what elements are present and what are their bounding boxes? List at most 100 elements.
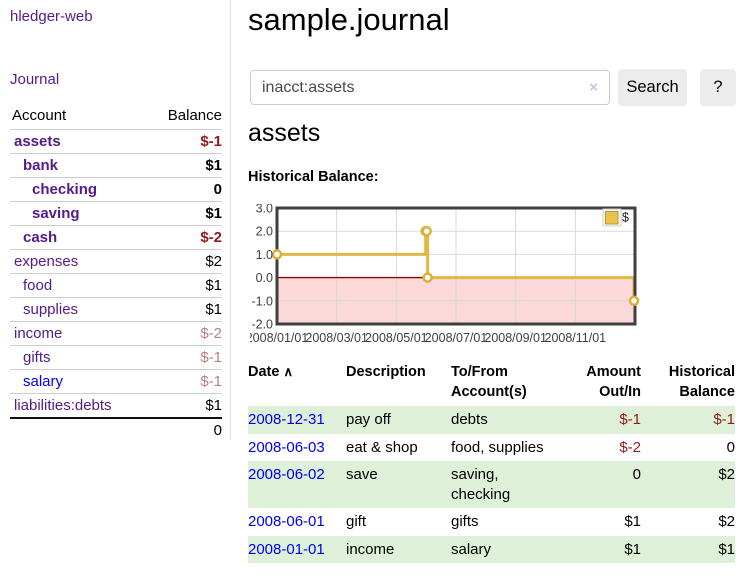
- amount-cell: $1: [624, 513, 641, 531]
- sidebar-header-row: Account Balance: [10, 103, 222, 130]
- account-link[interactable]: checking: [32, 181, 98, 198]
- account-row: bank $1: [10, 153, 222, 178]
- account-heading: assets: [248, 119, 321, 147]
- accounts-cell: saving, checking: [451, 466, 511, 503]
- accounts-cell: debts: [451, 411, 488, 429]
- svg-text:2008/05/01: 2008/05/01: [365, 331, 428, 345]
- column-header: Description: [346, 364, 426, 380]
- svg-text:2008/09/01: 2008/09/01: [484, 331, 547, 345]
- account-balance: $-2: [146, 321, 222, 346]
- date-link[interactable]: 2008-01-01: [248, 540, 325, 558]
- account-row: saving $1: [10, 201, 222, 226]
- account-row: gifts $-1: [10, 345, 222, 370]
- column-header: To/From Account(s): [451, 364, 527, 400]
- account-row: liabilities:debts $1: [10, 393, 222, 418]
- help-button[interactable]: ?: [700, 69, 736, 106]
- description-cell: income: [346, 540, 395, 558]
- balance-cell: $2: [718, 513, 735, 531]
- accounts-cell: salary: [451, 540, 492, 558]
- description-cell: eat & shop: [346, 438, 418, 456]
- sidebar-accounts-table: Account Balance assets $-1 bank $1 checking 0…: [10, 103, 222, 442]
- svg-text:-1.0: -1.0: [251, 294, 273, 308]
- date-link[interactable]: 2008-12-31: [248, 411, 325, 429]
- account-row: checking 0: [10, 177, 222, 202]
- account-link[interactable]: income: [14, 325, 63, 342]
- amount-cell: 0: [632, 466, 641, 484]
- account-link[interactable]: gifts: [23, 349, 51, 366]
- account-balance: $1: [146, 153, 222, 178]
- clear-search-icon[interactable]: ×: [589, 79, 598, 96]
- svg-text:-2.0: -2.0: [251, 318, 273, 332]
- balance-cell: $2: [718, 466, 735, 484]
- amount-cell: $-2: [619, 438, 641, 456]
- accounts-total-row: 0: [10, 417, 222, 442]
- svg-text:$: $: [622, 211, 629, 225]
- date-link[interactable]: 2008-06-03: [248, 438, 325, 456]
- sidebar-header-account: Account: [12, 107, 67, 124]
- svg-text:2008/11/01: 2008/11/01: [545, 331, 607, 345]
- account-balance: $1: [146, 273, 222, 298]
- svg-text:2008/03/01: 2008/03/01: [305, 331, 368, 345]
- account-balance: $-1: [146, 129, 222, 154]
- column-header: Historical Balance: [668, 364, 735, 400]
- description-cell: save: [346, 466, 378, 484]
- sidebar-header-balance: Balance: [167, 107, 222, 124]
- account-row: cash $-2: [10, 225, 222, 250]
- account-balance: $1: [146, 201, 222, 226]
- svg-text:2008/01/01: 2008/01/01: [250, 331, 308, 345]
- column-header: Amount Out/In: [586, 364, 641, 400]
- date-link[interactable]: 2008-06-02: [248, 466, 325, 484]
- chart-title: Historical Balance:: [248, 169, 379, 185]
- svg-text:3.0: 3.0: [256, 204, 273, 216]
- svg-text:0.0: 0.0: [256, 271, 273, 285]
- search-box: ×: [250, 70, 610, 105]
- account-link[interactable]: liabilities:debts: [14, 397, 112, 414]
- transaction-row: 2008-06-03 eat & shop food, supplies $-2 0: [248, 434, 735, 462]
- date-link[interactable]: 2008-06-01: [248, 513, 325, 531]
- account-link[interactable]: salary: [23, 373, 64, 390]
- account-balance: $2: [146, 249, 222, 274]
- amount-cell: $-1: [619, 411, 641, 429]
- register-table: Date ∧ Description To/From Account(s) Amount…: [248, 361, 735, 564]
- account-row: salary $-1: [10, 369, 222, 394]
- search-input[interactable]: [250, 70, 610, 105]
- account-link[interactable]: bank: [23, 157, 59, 174]
- transaction-row: 2008-01-01 income salary $1 $1: [248, 535, 735, 564]
- historical-balance-chart: 3.0 2.0 1.0 0.0 -1.0 -2.02008/01/012008/03/01…: [250, 204, 640, 345]
- sort-asc-icon: ∧: [283, 364, 293, 379]
- account-balance: $1: [146, 297, 222, 322]
- page-title: sample.journal: [248, 2, 450, 37]
- balance-cell: $-1: [713, 411, 735, 429]
- accounts-cell: gifts: [451, 513, 479, 531]
- description-cell: gift: [346, 513, 367, 531]
- accounts-cell: food, supplies: [451, 438, 544, 456]
- account-row: expenses $2: [10, 249, 222, 274]
- account-balance: $-1: [146, 345, 222, 370]
- account-link[interactable]: expenses: [14, 253, 79, 270]
- search-button[interactable]: Search: [618, 69, 687, 106]
- account-link[interactable]: assets: [14, 133, 61, 150]
- account-balance: 0: [146, 177, 222, 202]
- amount-cell: $1: [624, 540, 641, 558]
- sidebar-item-journal[interactable]: Journal: [10, 71, 60, 88]
- svg-text:2.0: 2.0: [256, 225, 273, 239]
- sidebar-divider: [230, 0, 231, 440]
- transaction-row: 2008-12-31 pay off debts $-1 $-1: [248, 406, 735, 434]
- account-link[interactable]: food: [23, 277, 53, 294]
- accounts-total-balance: 0: [146, 417, 222, 442]
- account-link[interactable]: supplies: [23, 301, 79, 318]
- account-row: food $1: [10, 273, 222, 298]
- account-balance: $-1: [146, 369, 222, 394]
- account-row: supplies $1: [10, 297, 222, 322]
- account-row: income $-2: [10, 321, 222, 346]
- transaction-row: 2008-06-02 save saving, checking 0 $2: [248, 461, 735, 509]
- account-balance: $1: [146, 393, 222, 418]
- svg-text:1.0: 1.0: [256, 248, 273, 262]
- register-header-row: Date ∧ Description To/From Account(s) Amount…: [248, 361, 735, 406]
- column-header[interactable]: Date ∧: [248, 364, 293, 380]
- transaction-row: 2008-06-01 gift gifts $1 $2: [248, 508, 735, 536]
- description-cell: pay off: [346, 411, 391, 429]
- account-link[interactable]: cash: [23, 229, 58, 246]
- brand-link[interactable]: hledger-web: [10, 8, 93, 25]
- account-link[interactable]: saving: [32, 205, 80, 222]
